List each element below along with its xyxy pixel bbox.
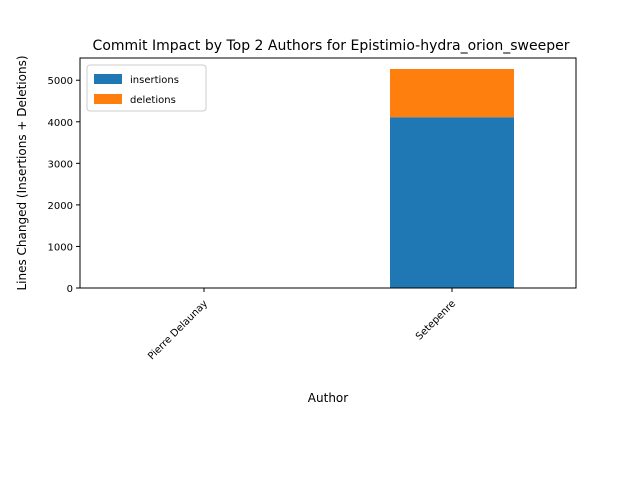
y-tick-label: 1000 <box>48 242 73 253</box>
x-axis-label: Author <box>308 391 348 405</box>
y-tick-label: 5000 <box>48 76 73 87</box>
bar-deletions-2 <box>390 69 514 118</box>
y-tick-label: 0 <box>67 284 73 295</box>
y-axis: 0 1000 2000 3000 4000 5000 <box>48 76 80 295</box>
legend-label-deletions: deletions <box>130 95 176 106</box>
y-tick-label: 3000 <box>48 159 73 170</box>
y-axis-label: Lines Changed (Insertions + Deletions) <box>15 55 29 290</box>
bars-layer <box>390 69 514 289</box>
y-tick-label: 2000 <box>48 201 73 212</box>
chart-title: Commit Impact by Top 2 Authors for Epist… <box>93 38 570 54</box>
y-tick-label: 4000 <box>48 118 73 129</box>
legend-swatch-insertions <box>94 74 122 84</box>
legend-label-insertions: insertions <box>130 75 179 86</box>
plot-frame <box>79 57 577 289</box>
legend-swatch-deletions <box>94 94 122 104</box>
bar-insertions-2 <box>390 117 514 289</box>
legend: insertions deletions <box>86 64 207 112</box>
